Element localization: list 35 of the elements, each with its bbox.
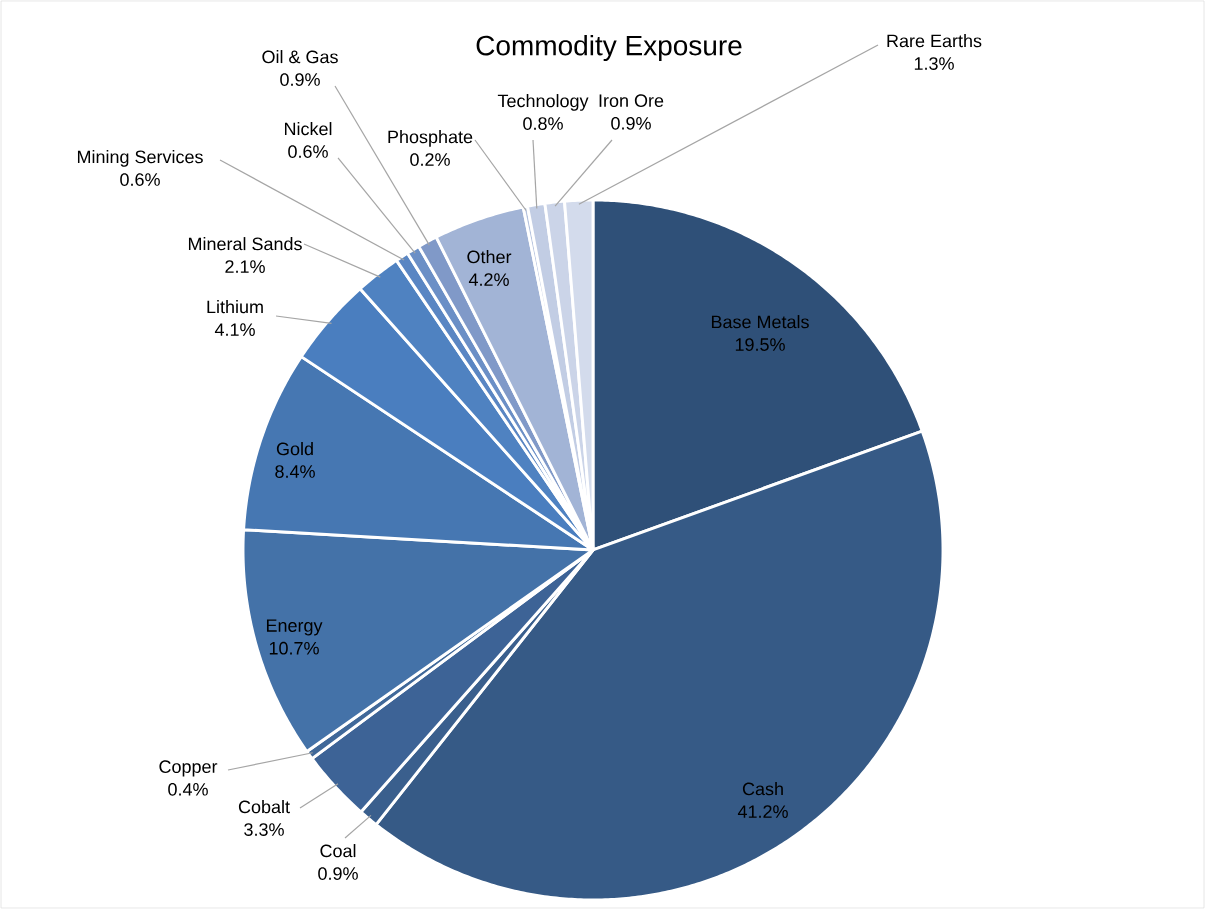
data-label: 0.6% — [120, 173, 160, 186]
data-label: 10.7% — [269, 641, 319, 655]
data-label: 0.2% — [410, 153, 450, 166]
slice-label: Gold — [276, 442, 313, 456]
data-label: 0.6% — [288, 145, 328, 158]
data-label: 0.9% — [280, 73, 320, 86]
slice-label: Other — [467, 250, 512, 264]
slice-label: Lithium — [207, 300, 263, 314]
slice-label: Rare Earths — [887, 34, 982, 48]
slice-label: Technology — [497, 94, 589, 111]
data-label: 1.3% — [914, 57, 954, 70]
slice-label: Iron Ore — [599, 94, 664, 108]
slice-label: Cash — [742, 782, 783, 796]
slice-label: Copper — [159, 760, 218, 777]
slice-label: Oil & Gas — [262, 50, 338, 64]
data-label: 8.4% — [275, 465, 315, 478]
data-label: 2.1% — [225, 260, 265, 273]
data-label: 0.9% — [318, 867, 358, 880]
data-label: 0.9% — [611, 116, 651, 130]
slice-label: Mining Services — [77, 150, 203, 167]
data-label: 3.3% — [244, 823, 284, 836]
data-label: 0.4% — [168, 782, 208, 796]
slice-label: Coal — [320, 844, 356, 858]
data-label: 41.2% — [737, 805, 788, 818]
data-label: 19.5% — [735, 338, 785, 351]
slice-label: Cobalt — [238, 800, 290, 814]
slice-label: Nickel — [284, 122, 332, 136]
chart-title: Commodity Exposure — [476, 34, 742, 62]
slice-label: Mineral Sands — [188, 237, 302, 251]
data-label: 4.1% — [214, 323, 255, 336]
slice-label: Energy — [266, 619, 323, 636]
data-label: 4.2% — [468, 273, 509, 286]
data-label: 0.8% — [523, 117, 563, 130]
slice-label: Phosphate — [388, 130, 473, 147]
slice-label: Base Metals — [711, 315, 809, 329]
